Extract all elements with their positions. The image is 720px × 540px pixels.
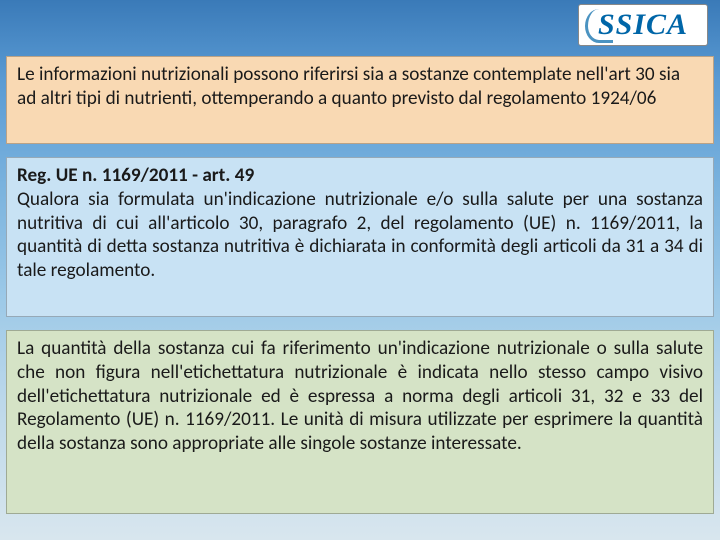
peach-text: Le informazioni nutrizionali possono rif… — [17, 63, 680, 110]
blue-text: Qualora sia formulata un'indicazione nut… — [17, 188, 703, 282]
blue-heading: Reg. UE n. 1169/2011 - art. 49 — [17, 164, 254, 187]
logo-box: SSICA — [578, 4, 708, 46]
logo-arc-decoration — [585, 9, 613, 43]
info-block-green: La quantità della sostanza cui fa riferi… — [6, 330, 714, 514]
green-text: La quantità della sostanza cui fa riferi… — [17, 337, 703, 455]
info-block-blue: Reg. UE n. 1169/2011 - art. 49 Qualora s… — [6, 157, 714, 317]
info-block-peach: Le informazioni nutrizionali possono rif… — [6, 56, 714, 144]
